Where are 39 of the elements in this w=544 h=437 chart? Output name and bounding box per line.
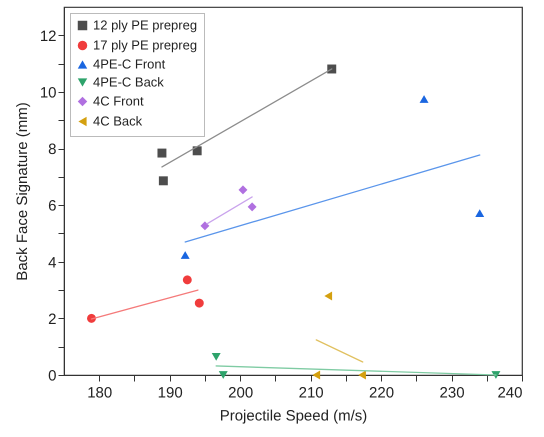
y-axis-title: Back Face Signature (mm) (14, 102, 31, 281)
point (491, 371, 500, 379)
legend-label: 17 ply PE prepreg (93, 38, 198, 52)
x-tick-label: 240 (497, 384, 522, 402)
x-tick-label: 180 (87, 384, 112, 402)
point (180, 251, 190, 259)
point (238, 185, 248, 194)
legend-label: 4C Front (93, 94, 144, 108)
point (200, 221, 210, 230)
y-tick-label: 10 (40, 84, 56, 102)
point (312, 370, 320, 380)
point (324, 292, 332, 300)
legend-label: 12 ply PE prepreg (93, 18, 198, 32)
y-tick-label: 0 (48, 368, 56, 384)
y-tick-label: 6 (48, 198, 56, 215)
x-tick-label: 220 (369, 384, 394, 402)
x-tick-label: 230 (440, 384, 465, 402)
point (420, 95, 429, 103)
x-tick-label: 190 (158, 384, 183, 402)
y-tick-label: 12 (40, 28, 56, 45)
x-axis-title: Projectile Speed (m/s) (220, 408, 368, 424)
legend-label: 4PE-C Front (93, 56, 166, 72)
point (192, 146, 202, 156)
point (248, 202, 257, 212)
legend-label: 4PE-C Back (93, 74, 164, 90)
y-tick-label: 2 (48, 310, 56, 328)
point (218, 371, 228, 379)
x-tick-label: 210 (298, 384, 324, 402)
point (212, 353, 221, 361)
point (475, 209, 484, 217)
point (158, 176, 168, 186)
point (194, 298, 204, 308)
point (182, 275, 192, 284)
point (157, 148, 166, 158)
x-tick-label: 200 (228, 384, 254, 402)
point (358, 370, 366, 380)
y-tick-label: 8 (48, 141, 56, 158)
y-tick-label: 4 (48, 254, 56, 272)
legend-label: 4C Back (93, 114, 143, 128)
